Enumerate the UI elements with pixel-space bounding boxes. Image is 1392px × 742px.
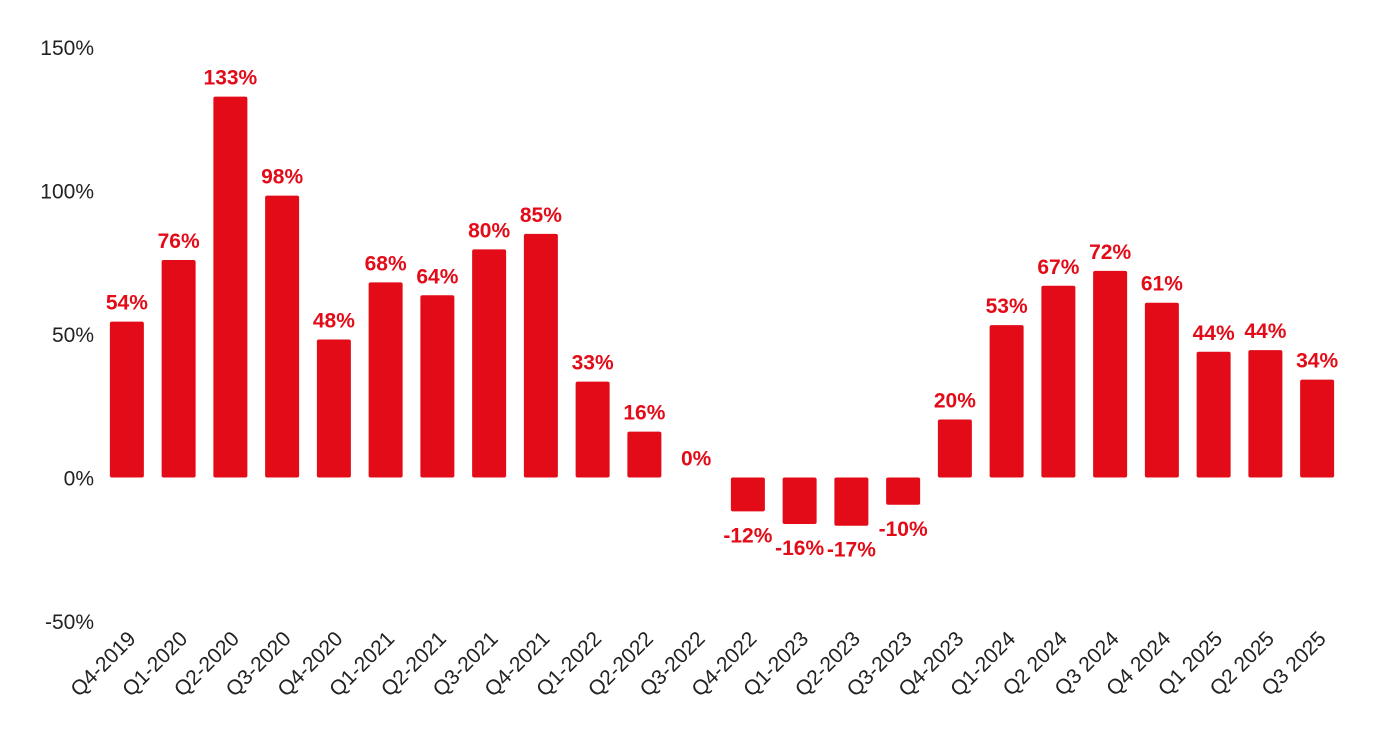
bar <box>523 233 558 478</box>
bar <box>1248 350 1283 478</box>
bar <box>265 195 300 478</box>
data-label: 48% <box>313 309 355 332</box>
bar <box>472 249 507 478</box>
bar <box>1196 351 1231 478</box>
data-label: 85% <box>520 204 562 227</box>
data-label: 44% <box>1244 320 1286 343</box>
data-label: 76% <box>158 230 200 253</box>
data-label: 68% <box>365 252 407 275</box>
y-tick-label: 150% <box>40 37 94 60</box>
data-label: 33% <box>572 352 614 375</box>
x-axis: Q4-2019Q1-2020Q2-2020Q3-2020Q4-2020Q1-20… <box>66 627 1330 701</box>
data-label: 64% <box>416 265 458 288</box>
data-label: 133% <box>204 67 258 90</box>
bar <box>627 431 662 478</box>
data-label: 67% <box>1037 256 1079 279</box>
data-label: -17% <box>827 539 876 562</box>
data-label: 72% <box>1089 241 1131 264</box>
bar <box>1041 285 1076 478</box>
bar <box>886 477 921 505</box>
bar <box>782 477 817 524</box>
bar <box>109 321 144 478</box>
data-label: 61% <box>1141 273 1183 296</box>
bar <box>575 381 610 478</box>
data-label: 20% <box>934 390 976 413</box>
bars <box>109 96 1335 526</box>
data-labels: 54% 76% 133% 98% 48% 68% 64% 80% 85% 33% 16% 0% -12%… <box>106 67 1339 562</box>
data-label: 80% <box>468 219 510 242</box>
data-label: 53% <box>986 295 1028 318</box>
bar <box>420 295 455 478</box>
data-label: 44% <box>1193 322 1235 345</box>
y-tick-label: 100% <box>40 181 94 204</box>
y-tick-label: -50% <box>45 611 94 634</box>
data-label: 98% <box>261 166 303 189</box>
bar <box>989 325 1024 478</box>
bar <box>213 96 248 478</box>
bar <box>730 477 765 512</box>
data-label: 34% <box>1296 350 1338 373</box>
bar <box>316 339 351 478</box>
data-label: 54% <box>106 292 148 315</box>
bar <box>937 419 972 478</box>
bar <box>834 477 869 526</box>
bar <box>1144 302 1179 478</box>
bar <box>1300 379 1335 478</box>
data-label: 0% <box>681 448 712 471</box>
y-tick-label: 50% <box>52 324 94 347</box>
y-tick-label: 0% <box>64 468 94 491</box>
bar <box>1093 270 1128 478</box>
bar <box>368 282 403 478</box>
data-label: -10% <box>879 518 928 541</box>
y-axis: 150% 100% 50% 0% -50% <box>40 37 94 634</box>
data-label: 16% <box>623 402 665 425</box>
bar <box>161 259 196 478</box>
data-label: -16% <box>775 537 824 560</box>
data-label: -12% <box>723 524 772 547</box>
